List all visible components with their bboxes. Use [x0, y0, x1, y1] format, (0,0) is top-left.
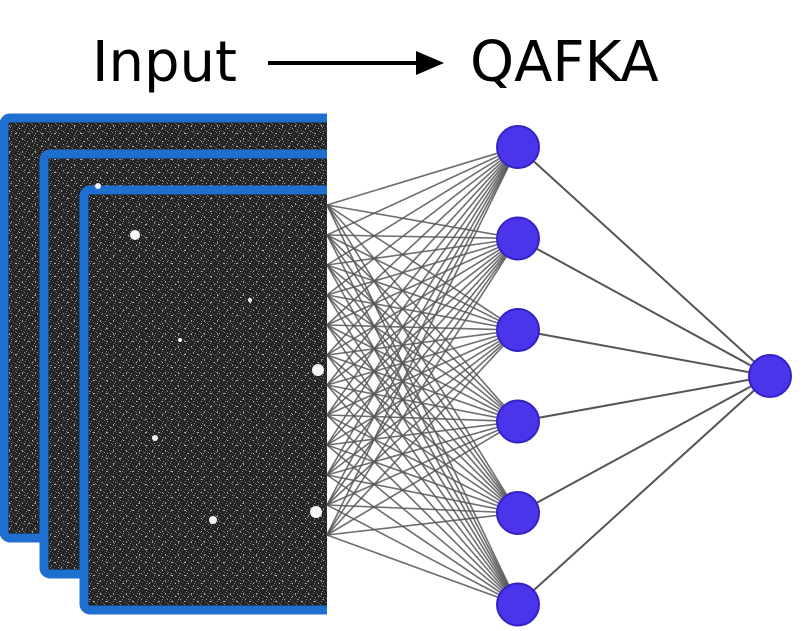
- edge-in-58: [326, 420, 519, 476]
- edge-in-55: [326, 146, 519, 476]
- edge-out-4: [517, 375, 771, 423]
- input-label: Input: [92, 30, 238, 95]
- output-neuron: [748, 354, 792, 398]
- edge-in-56: [326, 237, 519, 476]
- edge-in-64: [326, 420, 519, 506]
- edge-in-72: [326, 534, 519, 606]
- hidden-neuron-2: [496, 216, 540, 261]
- edge-in-71: [326, 512, 519, 536]
- edge-in-37: [326, 146, 519, 386]
- edge-in-43: [326, 146, 519, 416]
- edge-in-13: [326, 146, 519, 266]
- hidden-neuron-1: [496, 125, 540, 169]
- edge-in-59: [326, 474, 519, 514]
- star-2: [312, 364, 324, 376]
- edge-in-69: [326, 329, 519, 536]
- edge-in-25: [326, 146, 519, 326]
- edge-out-2: [517, 237, 771, 377]
- star-6: [95, 183, 101, 189]
- edge-in-61: [326, 146, 519, 506]
- star-5: [310, 506, 322, 518]
- edge-in-60: [326, 474, 519, 606]
- hidden-neuron-5: [496, 491, 540, 535]
- edge-out-6: [517, 375, 771, 606]
- star-3: [152, 435, 158, 441]
- edge-in-66: [326, 504, 519, 606]
- edge-in-63: [326, 329, 519, 506]
- edge-in-1: [326, 146, 519, 206]
- edge-in-7: [326, 146, 519, 236]
- input-frame-speckle: [89, 195, 327, 605]
- edge-out-3: [517, 329, 771, 377]
- edge-in-57: [326, 329, 519, 476]
- flow-arrow: [268, 51, 444, 75]
- edge-in-62: [326, 238, 519, 506]
- network-edges: [326, 146, 771, 606]
- hidden-neuron-3: [496, 308, 540, 352]
- star-7: [248, 298, 252, 302]
- hidden-neuron-4: [496, 399, 540, 444]
- edge-in-31: [326, 146, 519, 356]
- star-4: [209, 516, 217, 524]
- edge-in-65: [326, 504, 519, 514]
- edge-in-19: [326, 146, 519, 296]
- edge-out-5: [517, 375, 771, 514]
- input-frame-3: [79, 183, 327, 615]
- star-1: [130, 230, 140, 240]
- edge-in-68: [326, 238, 519, 536]
- edge-in-49: [326, 146, 519, 446]
- star-8: [178, 338, 182, 342]
- flow-arrow-head: [416, 51, 444, 75]
- hidden-neuron-6: [496, 582, 540, 627]
- input-frames: [0, 113, 327, 615]
- edge-in-70: [326, 420, 519, 536]
- edge-in-67: [326, 146, 519, 536]
- qafka-label: QAFKA: [470, 30, 659, 95]
- network-neurons: [496, 125, 792, 627]
- edge-out-1: [517, 146, 771, 377]
